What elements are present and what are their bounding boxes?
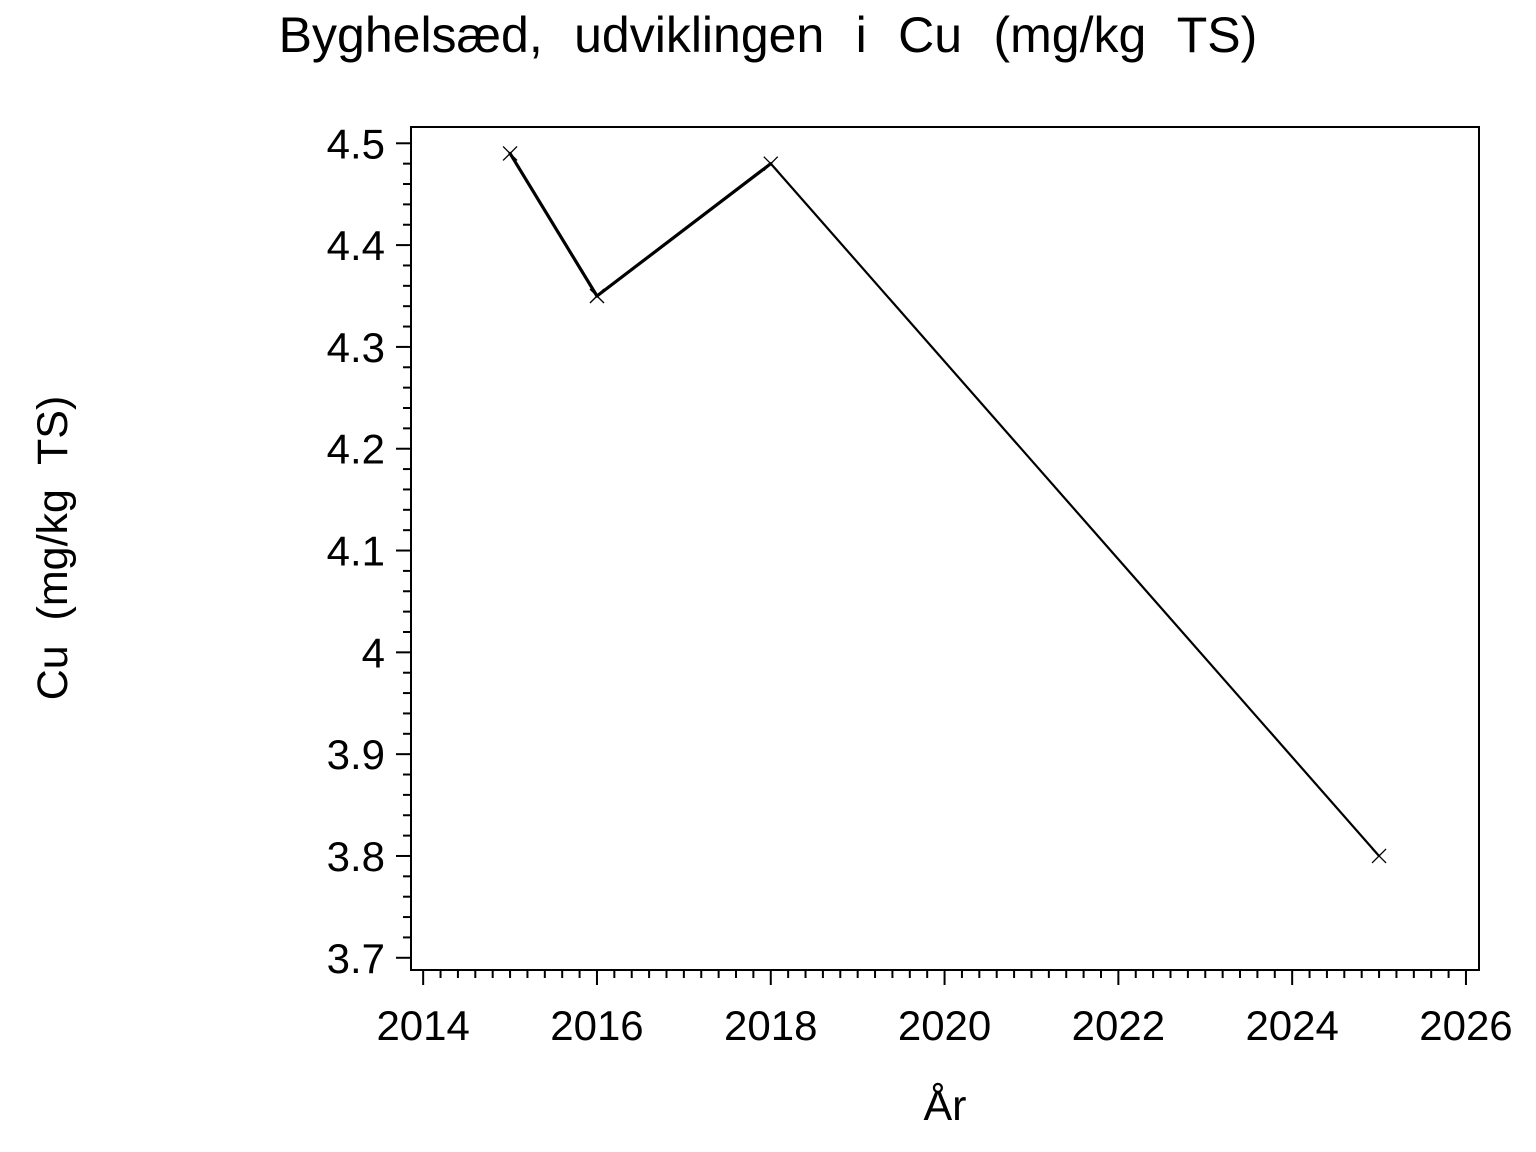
x-tick-label: 2024	[1245, 1002, 1338, 1049]
x-tick-label: 2020	[898, 1002, 991, 1049]
x-tick-label: 2018	[724, 1002, 817, 1049]
y-tick-label: 4.5	[327, 120, 385, 167]
data-line	[508, 151, 599, 298]
y-tick-label: 4.4	[327, 222, 385, 269]
y-tick-label: 4	[362, 629, 385, 676]
data-point-marker	[1371, 848, 1387, 864]
y-tick-label: 3.8	[327, 833, 385, 880]
x-tick-label: 2022	[1072, 1002, 1165, 1049]
y-tick-label: 4.2	[327, 426, 385, 473]
chart-title: Byghelsæd, udviklingen i Cu (mg/kg TS)	[278, 7, 1258, 63]
y-tick-label: 3.9	[327, 731, 385, 778]
x-tick-label: 2026	[1419, 1002, 1512, 1049]
x-tick-label: 2014	[376, 1002, 469, 1049]
y-tick-label: 3.7	[327, 935, 385, 982]
data-point-marker	[763, 156, 779, 172]
data-line	[769, 162, 1381, 858]
data-point-marker	[589, 288, 605, 304]
data-line	[595, 162, 773, 298]
x-axis-label: År	[923, 1082, 967, 1130]
y-tick-label: 4.1	[327, 528, 385, 575]
y-tick-label: 4.3	[327, 324, 385, 371]
x-tick-label: 2016	[550, 1002, 643, 1049]
data-point-marker	[502, 146, 518, 161]
